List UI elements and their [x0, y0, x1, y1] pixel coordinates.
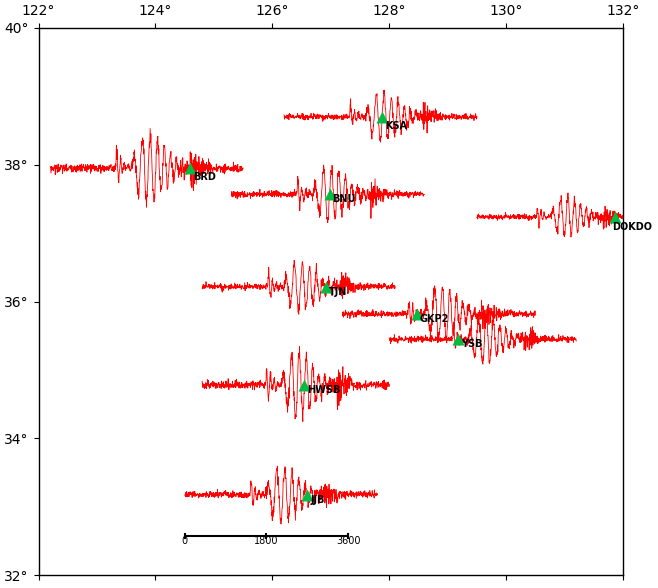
Text: YSB: YSB — [461, 339, 482, 349]
Text: TJN: TJN — [329, 287, 347, 297]
Text: GKP2: GKP2 — [420, 314, 449, 324]
Text: 3600: 3600 — [336, 536, 361, 546]
Text: DOKDO: DOKDO — [613, 222, 653, 232]
Text: JJB: JJB — [311, 495, 324, 505]
Text: BRD: BRD — [193, 172, 216, 182]
Text: 0: 0 — [182, 536, 188, 546]
Text: KSA: KSA — [385, 121, 407, 131]
Text: BNU: BNU — [332, 195, 356, 205]
Text: HWSB: HWSB — [307, 385, 341, 395]
Text: 1800: 1800 — [254, 536, 279, 546]
